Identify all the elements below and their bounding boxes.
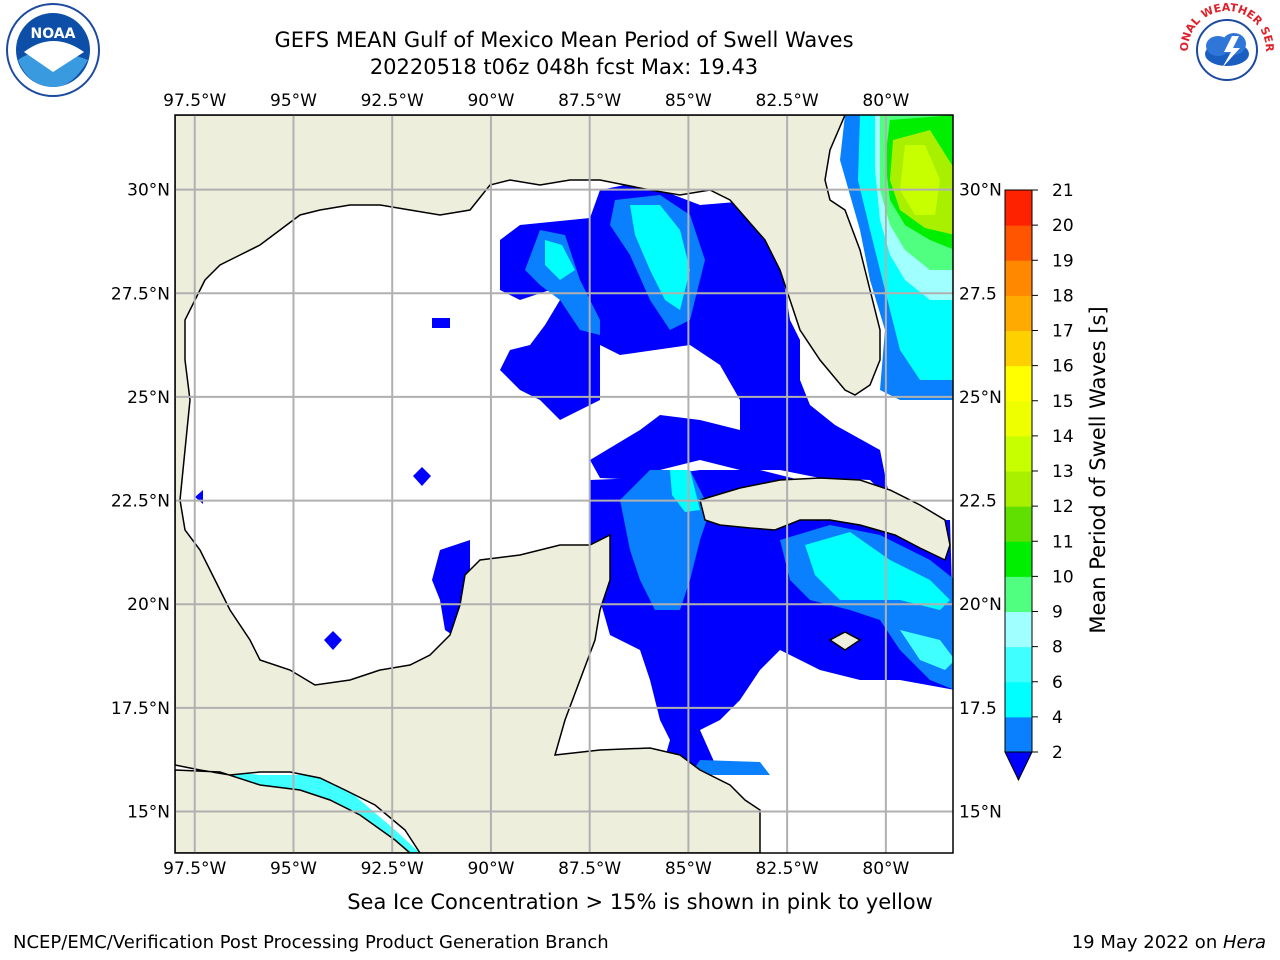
colorbar-bin: [1005, 400, 1032, 437]
swell-period-field: [175, 115, 953, 853]
map-frame: [174, 114, 954, 854]
lat-label-left: 17.5°N: [111, 699, 170, 719]
map-title: GEFS MEAN Gulf of Mexico Mean Period of …: [274, 28, 854, 52]
colorbar-tick-label: 14: [1052, 427, 1074, 447]
lon-label-bottom: 97.5°W: [163, 859, 226, 879]
lon-label-top: 85°W: [665, 91, 712, 111]
lon-labels-top: 97.5°W 95°W 92.5°W 90°W 87.5°W 85°W 82.5°W 80°W: [163, 91, 909, 111]
colorbar-tick-label: 21: [1052, 181, 1074, 201]
colorbar-tick-label: 15: [1052, 392, 1074, 412]
colorbar-bin: [1005, 716, 1032, 753]
colorbar-extend-min: [1004, 751, 1033, 782]
colorbar-tick-label: 17: [1052, 322, 1074, 342]
lon-label-bottom: 85°W: [665, 859, 712, 879]
colorbar-bin: [1005, 541, 1032, 577]
lat-label-left: 20°N: [127, 595, 170, 615]
colorbar-tick-label: 6: [1052, 673, 1063, 693]
colorbar-tick-label: 19: [1052, 251, 1074, 271]
nws-logo: NATIONAL WEATHER SERVICE: [1176, 2, 1276, 96]
colorbar-tick-label: 12: [1052, 497, 1074, 517]
cuba: [699, 477, 951, 562]
lon-label-bottom: 82.5°W: [756, 859, 819, 879]
swell-region-atlantic-7: [900, 145, 940, 215]
footer-credit: NCEP/EMC/Verification Post Processing Pr…: [13, 932, 609, 953]
gridlines: [175, 115, 953, 853]
lat-label-left: 25°N: [127, 388, 170, 408]
lat-label-left: 15°N: [127, 803, 170, 823]
swell-patch-3: [324, 631, 342, 650]
swell-region-east-gulf-5: [630, 205, 690, 310]
colorbar-bin: [1005, 471, 1032, 507]
colorbar-bin: [1005, 435, 1032, 472]
colorbar-tick-label: 9: [1052, 603, 1063, 623]
lon-label-top: 95°W: [270, 91, 317, 111]
swell-region-east-gulf-2: [525, 230, 600, 335]
colorbar-bin: [1005, 365, 1032, 402]
lon-label-bottom: 92.5°W: [361, 859, 424, 879]
lat-label-right: 27.5: [959, 284, 997, 304]
colorbar-tick-label: 2: [1052, 743, 1063, 763]
lon-label-bottom: 80°W: [862, 859, 909, 879]
footer-host: Hera: [1222, 932, 1266, 953]
colorbar-tick-label: 16: [1052, 357, 1074, 377]
map-subtitle: 20220518 t06z 048h fcst Max: 19.43: [369, 55, 759, 79]
swell-patch-5: [432, 540, 470, 640]
colorbar-label: Mean Period of Swell Waves [s]: [1086, 306, 1110, 633]
lon-label-top: 97.5°W: [163, 91, 226, 111]
lon-label-top: 87.5°W: [558, 91, 621, 111]
colorbar-tick-label: 4: [1052, 708, 1063, 728]
noaa-logo: NOAA: [6, 3, 100, 97]
lat-label-right: 17.5: [959, 699, 997, 719]
colorbar-tick-label: 8: [1052, 638, 1063, 658]
colorbar-bin: [1005, 260, 1032, 296]
colorbar-tick-label: 20: [1052, 216, 1074, 236]
colorbar-bin: [1005, 681, 1032, 718]
lat-label-left: 27.5°N: [111, 284, 170, 304]
lat-label-right: 15°N: [959, 803, 1002, 823]
colorbar-tick-label: 11: [1052, 532, 1074, 552]
lon-label-top: 82.5°W: [756, 91, 819, 111]
lat-labels-left: 30°N 27.5°N 25°N 22.5°N 20°N 17.5°N 15°N: [111, 181, 170, 823]
swell-region-caribbean-5: [805, 532, 950, 610]
lon-labels-bottom: 97.5°W 95°W 92.5°W 90°W 87.5°W 85°W 82.5°W 80°W: [163, 859, 909, 879]
colorbar-bin: [1005, 576, 1032, 612]
colorbar-bin: [1005, 190, 1032, 226]
lat-label-right: 22.5: [959, 492, 997, 512]
colorbar-tick-label: 18: [1052, 286, 1074, 306]
jamaica: [828, 631, 862, 651]
swell-region-east-gulf: [500, 182, 890, 500]
footer-date: 19 May 2022 on Hera: [1072, 932, 1266, 953]
lon-label-top: 90°W: [467, 91, 514, 111]
colorbar-bin: [1005, 611, 1032, 648]
svg-text:NOAA: NOAA: [31, 26, 76, 42]
colorbar-bin: [1005, 295, 1032, 331]
footer-date-text: 19 May 2022 on: [1071, 932, 1223, 953]
swell-patch-1: [432, 318, 450, 328]
colorbar-tick-label: 13: [1052, 462, 1074, 482]
swell-region-east-gulf-3: [545, 240, 575, 280]
swell-region-caribbean-6: [900, 630, 953, 670]
lon-label-bottom: 87.5°W: [558, 859, 621, 879]
swell-patch-honduras-2: [690, 760, 770, 775]
colorbar-bin: [1005, 225, 1032, 261]
colorbar-bin: [1005, 330, 1032, 367]
colorbar-tick-label: 10: [1052, 567, 1074, 587]
lon-label-bottom: 90°W: [467, 859, 514, 879]
lon-label-top: 92.5°W: [361, 91, 424, 111]
lon-label-top: 80°W: [862, 91, 909, 111]
lat-label-right: 30°N: [959, 181, 1002, 201]
lat-label-right: 25°N: [959, 388, 1002, 408]
sea-ice-note: Sea Ice Concentration > 15% is shown in …: [347, 890, 933, 914]
lat-label-left: 30°N: [127, 181, 170, 201]
lat-labels-right: 30°N 27.5 25°N 22.5 20°N 17.5 15°N: [959, 181, 1002, 823]
colorbar-bin: [1005, 506, 1032, 542]
lat-label-right: 20°N: [959, 595, 1002, 615]
lon-label-bottom: 95°W: [270, 859, 317, 879]
swell-patch-2: [413, 467, 431, 486]
lat-label-left: 22.5°N: [111, 492, 170, 512]
colorbar: 2 4 6 8 9 10 11 12 13 14 15 16 17 18 19 20 21: [1004, 181, 1074, 782]
colorbar-bin: [1005, 646, 1032, 683]
